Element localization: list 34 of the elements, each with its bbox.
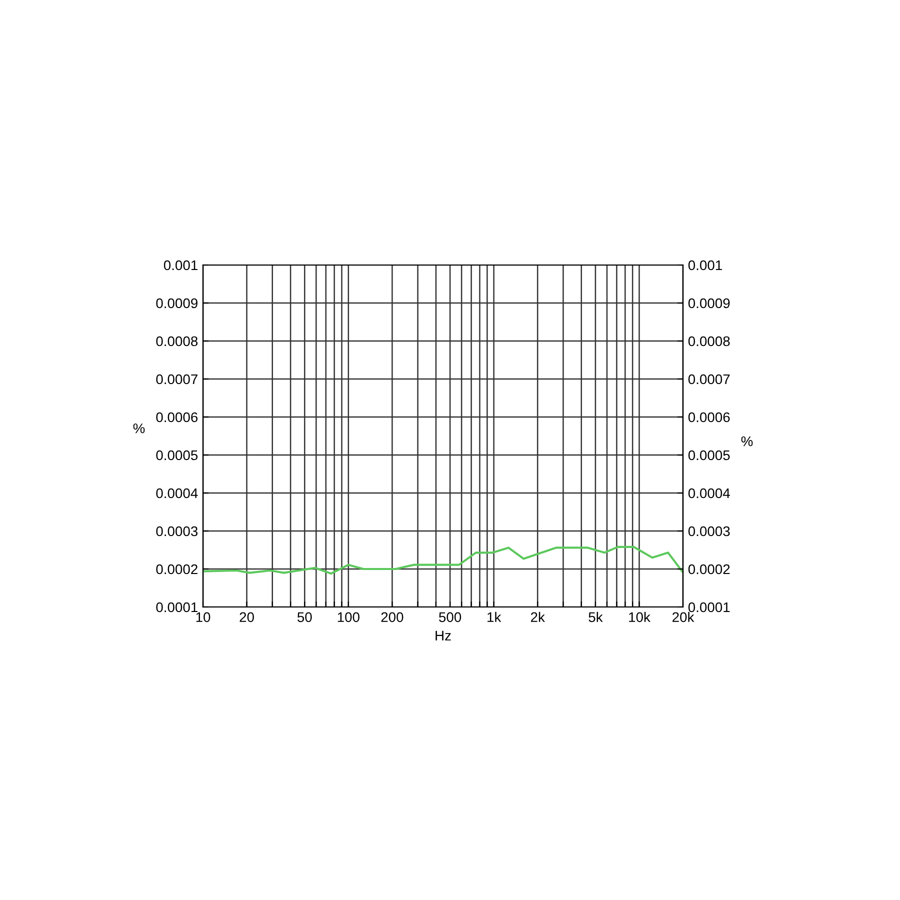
y-tick-label: 0.0007 bbox=[156, 374, 198, 384]
x-tick-label: 20 bbox=[240, 612, 254, 622]
x-tick-label: 10 bbox=[196, 612, 210, 622]
x-axis-title: Hz bbox=[436, 630, 451, 640]
y2-tick-label: 0.0003 bbox=[688, 526, 730, 536]
y-tick-label: 0.0008 bbox=[156, 336, 198, 346]
x-tick-label: 500 bbox=[439, 612, 462, 622]
x-tick-label: 50 bbox=[297, 612, 312, 622]
y-tick-label: 0.0006 bbox=[156, 412, 198, 422]
y2-axis-title: % bbox=[741, 436, 753, 446]
y2-tick-label: 0.0004 bbox=[688, 488, 730, 498]
y-tick-label: 0.0003 bbox=[156, 526, 198, 536]
y-axis-title: % bbox=[133, 423, 145, 434]
y2-tick-label: 0.0001 bbox=[688, 602, 730, 612]
x-tick-label: 100 bbox=[338, 612, 360, 622]
y2-tick-label: 0.0006 bbox=[688, 412, 730, 422]
y-tick-label: 0.0001 bbox=[156, 602, 198, 612]
y-tick-label: 0.0005 bbox=[156, 450, 198, 460]
y2-tick-label: 0.0005 bbox=[688, 450, 730, 460]
y2-tick-label: 0.001 bbox=[688, 260, 722, 270]
y2-tick-label: 0.0002 bbox=[688, 564, 730, 574]
x-tick-label: 2k bbox=[530, 612, 545, 622]
x-tick-label: 10k bbox=[629, 612, 650, 622]
x-tick-label: 20k bbox=[672, 612, 694, 622]
x-tick-label: 200 bbox=[381, 612, 404, 622]
y2-tick-label: 0.0009 bbox=[688, 298, 730, 308]
x-tick-label: 1k bbox=[488, 612, 502, 622]
y2-tick-label: 0.0007 bbox=[688, 374, 730, 384]
y2-tick-label: 0.0008 bbox=[688, 336, 730, 346]
y-tick-label: 0.0004 bbox=[156, 488, 198, 498]
y-tick-label: 0.0002 bbox=[156, 564, 198, 574]
y-tick-label: 0.001 bbox=[164, 260, 198, 270]
x-tick-label: 5k bbox=[588, 612, 603, 622]
y-tick-label: 0.0009 bbox=[156, 298, 198, 308]
